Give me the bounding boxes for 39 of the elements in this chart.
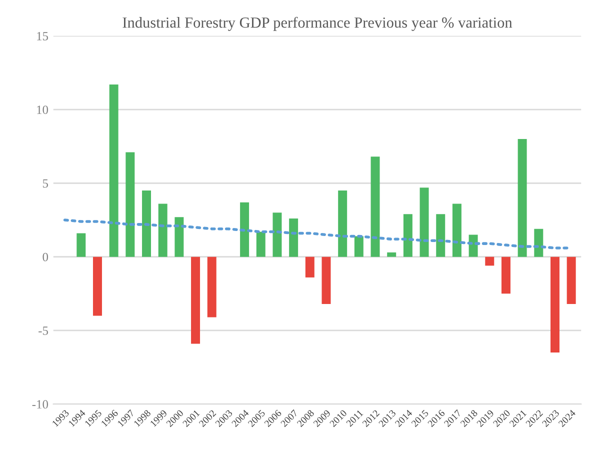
bar bbox=[191, 256, 200, 344]
bar bbox=[338, 190, 348, 257]
bar bbox=[322, 256, 331, 304]
bar bbox=[370, 156, 380, 257]
bar bbox=[207, 256, 216, 318]
bar bbox=[76, 233, 86, 257]
y-tick-label: 0 bbox=[42, 252, 48, 262]
bar bbox=[403, 214, 412, 257]
bar bbox=[256, 232, 266, 257]
bar bbox=[534, 228, 544, 257]
bar bbox=[420, 188, 429, 257]
bar bbox=[354, 236, 364, 257]
bar bbox=[452, 204, 462, 257]
bar bbox=[518, 139, 527, 257]
bar bbox=[436, 214, 446, 257]
bar bbox=[550, 256, 560, 353]
y-tick-label: 10 bbox=[37, 106, 48, 114]
bar bbox=[109, 84, 118, 257]
x-tick-label: 2011 bbox=[346, 410, 364, 427]
bar bbox=[174, 217, 184, 257]
bar bbox=[485, 256, 494, 266]
y-tick-label: 5 bbox=[42, 179, 48, 188]
bar bbox=[240, 202, 250, 257]
bar bbox=[272, 212, 282, 257]
y-tick-label: -10 bbox=[32, 400, 48, 409]
bar bbox=[566, 256, 576, 304]
bar bbox=[158, 204, 168, 257]
bar bbox=[387, 252, 396, 257]
bar bbox=[142, 190, 151, 257]
y-tick-label: -5 bbox=[38, 326, 48, 335]
chart-title: Industrial Forestry GDP performance Previous year % variation bbox=[122, 16, 512, 31]
x-tick-label: 2001 bbox=[182, 410, 200, 428]
y-tick-label: 15 bbox=[37, 32, 48, 40]
bar bbox=[126, 152, 135, 257]
bar bbox=[289, 218, 298, 257]
bar bbox=[501, 256, 510, 294]
bar bbox=[92, 256, 102, 316]
x-tick-label: 2021 bbox=[509, 410, 527, 428]
bar bbox=[305, 256, 314, 278]
